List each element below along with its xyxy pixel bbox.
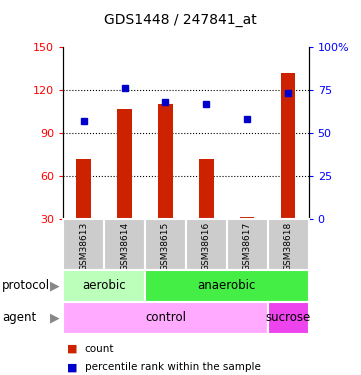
Text: protocol: protocol xyxy=(2,279,50,292)
Bar xyxy=(268,302,309,334)
Text: ■: ■ xyxy=(67,344,77,354)
Text: sucrose: sucrose xyxy=(266,311,311,324)
Bar xyxy=(63,219,104,270)
Text: GSM38617: GSM38617 xyxy=(243,222,252,271)
Bar xyxy=(145,270,309,302)
Text: ▶: ▶ xyxy=(50,311,60,324)
Text: GSM38613: GSM38613 xyxy=(79,222,88,271)
Text: GSM38615: GSM38615 xyxy=(161,222,170,271)
Bar xyxy=(281,73,295,219)
Bar xyxy=(77,159,91,219)
Text: GSM38614: GSM38614 xyxy=(120,222,129,271)
Bar xyxy=(145,219,186,270)
Bar xyxy=(104,219,145,270)
Text: ■: ■ xyxy=(67,363,77,372)
Text: GDS1448 / 247841_at: GDS1448 / 247841_at xyxy=(104,13,257,27)
Bar xyxy=(63,270,145,302)
Text: anaerobic: anaerobic xyxy=(197,279,256,292)
Text: ▶: ▶ xyxy=(50,279,60,292)
Text: aerobic: aerobic xyxy=(82,279,126,292)
Bar xyxy=(199,159,214,219)
Text: percentile rank within the sample: percentile rank within the sample xyxy=(85,363,261,372)
Bar xyxy=(158,104,173,219)
Bar xyxy=(63,302,268,334)
Bar xyxy=(268,219,309,270)
Text: agent: agent xyxy=(2,311,36,324)
Bar xyxy=(186,219,227,270)
Text: GSM38616: GSM38616 xyxy=(202,222,211,271)
Bar xyxy=(117,109,132,219)
Bar xyxy=(240,216,255,219)
Text: GSM38618: GSM38618 xyxy=(284,222,293,271)
Text: count: count xyxy=(85,344,114,354)
Bar xyxy=(227,219,268,270)
Text: control: control xyxy=(145,311,186,324)
